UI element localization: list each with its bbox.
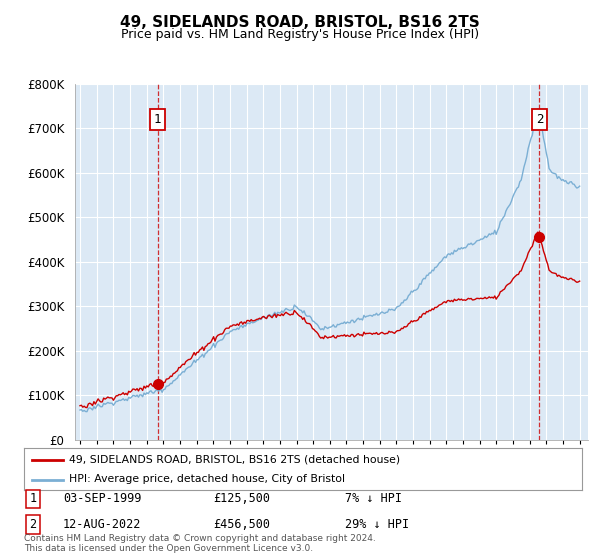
Text: 49, SIDELANDS ROAD, BRISTOL, BS16 2TS: 49, SIDELANDS ROAD, BRISTOL, BS16 2TS [120, 15, 480, 30]
Text: 12-AUG-2022: 12-AUG-2022 [63, 518, 142, 531]
Text: £456,500: £456,500 [213, 518, 270, 531]
Text: 2: 2 [29, 518, 37, 531]
Text: 7% ↓ HPI: 7% ↓ HPI [345, 492, 402, 506]
Text: 1: 1 [29, 492, 37, 506]
Text: 2: 2 [536, 113, 543, 126]
Text: £125,500: £125,500 [213, 492, 270, 506]
Text: 03-SEP-1999: 03-SEP-1999 [63, 492, 142, 506]
Text: 1: 1 [154, 113, 161, 126]
Text: Price paid vs. HM Land Registry's House Price Index (HPI): Price paid vs. HM Land Registry's House … [121, 28, 479, 41]
Text: Contains HM Land Registry data © Crown copyright and database right 2024.
This d: Contains HM Land Registry data © Crown c… [24, 534, 376, 553]
Text: 49, SIDELANDS ROAD, BRISTOL, BS16 2TS (detached house): 49, SIDELANDS ROAD, BRISTOL, BS16 2TS (d… [68, 455, 400, 465]
Text: 29% ↓ HPI: 29% ↓ HPI [345, 518, 409, 531]
Text: HPI: Average price, detached house, City of Bristol: HPI: Average price, detached house, City… [68, 474, 344, 484]
